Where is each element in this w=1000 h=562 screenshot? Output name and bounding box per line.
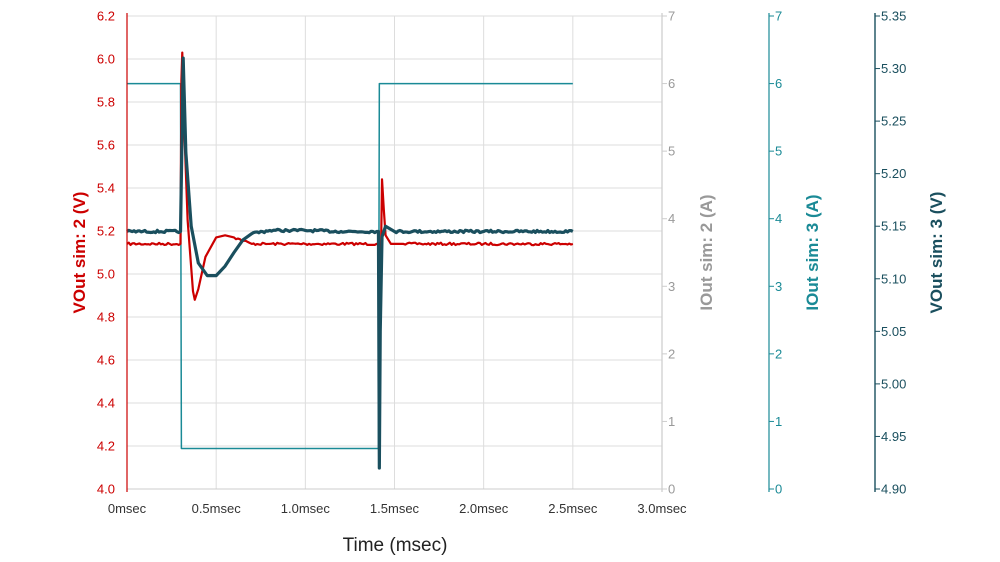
series-layer [126,51,574,470]
iout3-tick-label: 5 [775,144,782,159]
series-line-iout3 [127,82,573,450]
iout3-tick-label: 2 [775,346,782,361]
series-line-vout3 [126,56,574,470]
iout2-tick-label: 4 [668,211,675,226]
iout3-tick-label: 3 [775,279,782,294]
vout3-tick-label: 5.30 [881,61,906,76]
iout2-tick-label: 1 [668,414,675,429]
x-tick-label: 3.0msec [637,501,687,516]
vout3-tick-label: 5.25 [881,114,906,129]
x-tick-label: 1.5msec [370,501,420,516]
vout3-tick-label: 5.10 [881,271,906,286]
vout2-tick-label: 5.0 [97,267,115,282]
vout3-tick-label: 5.20 [881,166,906,181]
x-axis-title: Time (msec) [343,535,448,556]
vout2-tick-label: 4.4 [97,396,115,411]
iout2-tick-label: 7 [668,9,675,24]
iout3-tick-label: 0 [775,482,782,497]
vout2-tick-label: 6.2 [97,9,115,24]
vout2-tick-label: 5.8 [97,95,115,110]
vout2-tick-label: 5.4 [97,181,115,196]
iout2-tick-label: 0 [668,482,675,497]
x-tick-label: 0.5msec [192,501,242,516]
vout2-tick-label: 4.6 [97,353,115,368]
vout3-axis-title: VOut sim: 3 (V) [927,192,946,314]
vout2-tick-label: 6.0 [97,52,115,67]
vout3-tick-label: 4.95 [881,429,906,444]
vout2-tick-label: 5.6 [97,138,115,153]
iout2-tick-label: 5 [668,144,675,159]
vout2-axis-title: VOut sim: 2 (V) [70,192,89,314]
x-tick-label: 0msec [108,501,147,516]
x-tick-label: 2.0msec [459,501,509,516]
axes-layer [126,13,880,492]
series-line-vout2 [126,51,574,448]
iout3-tick-label: 1 [775,414,782,429]
labels-layer: 0msec 0.5msec 1.0msec 1.5msec 2.0msec 2.5msec… [70,9,946,517]
vout2-tick-label: 4.2 [97,439,115,454]
vout3-tick-label: 5.15 [881,219,906,234]
vout3-tick-label: 4.90 [881,482,906,497]
x-tick-label: 2.5msec [548,501,598,516]
vout2-tick-label: 4.0 [97,482,115,497]
iout2-axis-title: IOut sim: 2 (A) [697,194,716,310]
vout3-tick-label: 5.00 [881,376,906,391]
iout3-tick-label: 7 [775,9,782,24]
x-tick-label: 1.0msec [281,501,331,516]
iout2-tick-label: 3 [668,279,675,294]
vout2-tick-label: 5.2 [97,224,115,239]
iout3-tick-label: 6 [775,76,782,91]
iout2-tick-label: 6 [668,76,675,91]
iout3-tick-label: 4 [775,211,782,226]
vout2-tick-label: 4.8 [97,310,115,325]
iout2-tick-label: 2 [668,346,675,361]
vout3-tick-label: 5.05 [881,324,906,339]
iout3-axis-title: IOut sim: 3 (A) [803,194,822,310]
vout3-tick-label: 5.35 [881,9,906,24]
